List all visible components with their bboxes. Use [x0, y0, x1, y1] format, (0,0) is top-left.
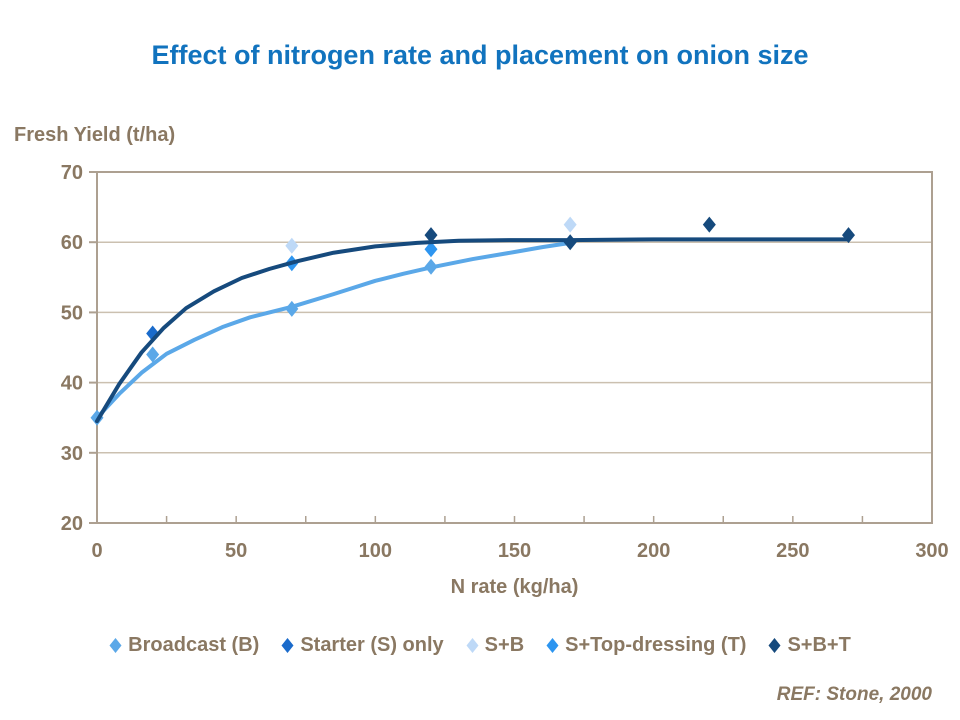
legend-label: Broadcast (B): [128, 634, 260, 656]
legend-item: Broadcast (B): [109, 634, 259, 657]
y-tick-label: 50: [61, 302, 83, 324]
x-tick-label: 50: [225, 540, 247, 562]
legend-item: Starter (S) only: [281, 634, 444, 657]
x-tick-label: 150: [498, 540, 531, 562]
data-point-diamond: [842, 227, 855, 244]
legend-label: Starter (S) only: [300, 634, 444, 656]
series-fit-line: [95, 237, 851, 424]
legend-item: S+B: [466, 634, 524, 657]
y-axis-title: Fresh Yield (t/ha): [14, 124, 176, 146]
legend-diamond-icon: [466, 638, 479, 653]
legend-diamond-icon: [281, 638, 294, 653]
y-tick-label: 60: [61, 232, 83, 254]
data-point-diamond: [285, 300, 299, 317]
legend-item: S+B+T: [768, 634, 851, 657]
x-tick-label: 100: [359, 540, 392, 562]
x-tick-label: 250: [776, 540, 809, 562]
y-tick-label: 30: [61, 443, 83, 465]
y-tick-label: 70: [61, 162, 83, 184]
data-point-diamond: [424, 241, 438, 258]
plot-border: [96, 171, 933, 524]
legend-label: S+Top-dressing (T): [565, 634, 747, 656]
legend-label: S+B+T: [787, 634, 851, 656]
data-point-diamond: [702, 216, 716, 233]
x-tick-label: 0: [91, 540, 102, 562]
y-tick-label: 20: [61, 513, 83, 535]
x-axis-title: N rate (kg/ha): [450, 576, 579, 598]
legend-item: S+Top-dressing (T): [546, 634, 746, 657]
series-fit-line: [95, 240, 573, 420]
data-point-diamond: [563, 216, 577, 233]
data-point-diamond: [285, 237, 299, 254]
legend: Broadcast (B) Starter (S) only S+B S+Top-dr…: [0, 634, 960, 657]
data-point-diamond: [563, 234, 577, 251]
reference-note: REF: Stone, 2000: [776, 684, 932, 705]
x-tick-label: 200: [637, 540, 670, 562]
legend-diamond-icon: [546, 638, 559, 653]
legend-label: S+B: [484, 634, 525, 656]
data-point-diamond: [424, 227, 438, 244]
legend-diamond-icon: [768, 638, 781, 653]
x-tick-label: 300: [915, 540, 948, 562]
data-point-diamond: [146, 346, 160, 363]
y-tick-label: 40: [61, 373, 83, 395]
legend-diamond-icon: [109, 638, 122, 653]
chart-title: Effect of nitrogen rate and placement on…: [151, 40, 809, 70]
data-point-diamond: [424, 258, 438, 275]
